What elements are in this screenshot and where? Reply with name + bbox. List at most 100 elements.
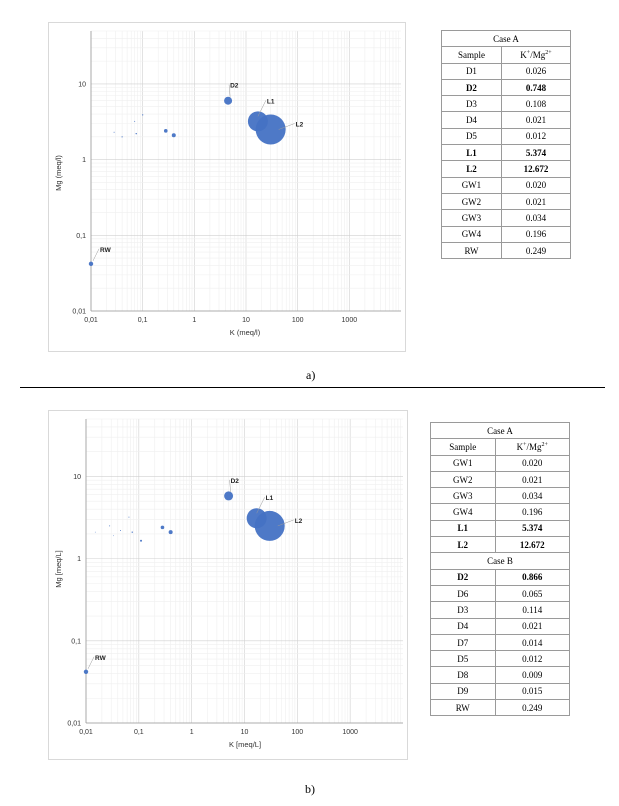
y-tick-label: 1	[77, 556, 81, 563]
caption-a: a)	[306, 368, 316, 382]
sample-cell: D3	[441, 95, 502, 113]
y-tick-label: 0,01	[67, 721, 81, 728]
table-row: D6 0.065	[430, 584, 571, 603]
bubble-point	[163, 129, 168, 133]
ratio-cell: 0.021	[500, 192, 572, 211]
bubble-point	[88, 261, 94, 267]
bubble-point	[128, 516, 130, 518]
table-case-header: Case B	[430, 552, 570, 570]
sample-cell: GW2	[441, 192, 502, 211]
bubble-point	[113, 131, 115, 133]
table-row: GW2 0.021	[441, 192, 572, 211]
bubble-point	[109, 525, 111, 527]
table-row: RW 0.249	[441, 241, 572, 260]
chart-b: 0,01 0,1 1 10 100 1000 0,01 0,1 1 10 K [meq/L] Mg […	[48, 410, 408, 760]
x-tick-label: 0,1	[138, 317, 148, 324]
ratio-cell: 0.034	[500, 209, 572, 227]
ratio-cell: 5.374	[494, 519, 571, 538]
ratio-cell: 0.021	[500, 111, 572, 129]
point-label: L1	[266, 495, 274, 502]
sample-cell: GW3	[430, 487, 496, 505]
ratio-header-part: +	[526, 49, 531, 56]
x-tick-label: 1	[192, 317, 196, 324]
sample-cell: D2	[430, 568, 496, 586]
sample-cell: GW4	[430, 503, 496, 521]
bubble-point	[112, 535, 114, 537]
ratio-cell: 0.748	[500, 78, 572, 97]
point-label: D2	[231, 478, 240, 485]
bubbles: RW D2 L1 L2	[83, 478, 303, 674]
grid	[90, 30, 401, 312]
table-row: GW1 0.020	[430, 454, 571, 472]
point-label-leader	[277, 519, 294, 527]
point-label-leader	[92, 248, 100, 261]
table-row: GW4 0.196	[430, 503, 571, 521]
ratio-cell: 0.249	[494, 699, 571, 717]
point-label-leader	[257, 100, 267, 117]
x-tick-label: 0,01	[84, 317, 98, 324]
ratio-table-a: Case A Sample K+/Mg2+ D1 0.026 D2 0.748 D3 0.108…	[441, 29, 572, 260]
table-row: GW3 0.034	[441, 209, 572, 227]
bubble-point	[168, 530, 173, 535]
sample-cell: RW	[441, 241, 502, 260]
chart-a: 0,01 0,1 1 10 100 1000 0,01 0,1 1 10 K (meq/l) Mg (…	[48, 22, 406, 352]
sample-cell: D7	[430, 633, 496, 652]
sample-cell: D4	[441, 111, 502, 129]
x-tick-label: 10	[242, 317, 250, 324]
table-row: RW 0.249	[430, 699, 571, 717]
bubble-point	[94, 531, 96, 533]
bubble-point	[255, 114, 286, 145]
chart-a-plot: 0,01 0,1 1 10 100 1000 0,01 0,1 1 10 K (meq/l) Mg (…	[54, 30, 401, 337]
ratio-cell: 0.196	[494, 503, 571, 521]
ratio-header-part: K	[520, 49, 527, 60]
table-row: GW4 0.196	[441, 225, 572, 243]
y-tick-label: 0,1	[76, 233, 86, 240]
sample-cell: D2	[441, 78, 502, 97]
x-tick-label: 100	[291, 729, 303, 736]
x-tick-label: 1	[190, 729, 194, 736]
table-row: L2 12.672	[430, 536, 571, 554]
table-row: D8 0.009	[430, 666, 571, 684]
bubble-point	[160, 525, 165, 530]
sample-cell: D9	[430, 682, 496, 701]
table-row: D5 0.012	[441, 127, 572, 146]
bubble-point	[224, 96, 233, 105]
grid	[85, 418, 403, 724]
sample-cell: D5	[441, 127, 502, 146]
ratio-cell: 0.065	[494, 584, 571, 603]
ratio-header-part: /Mg	[526, 441, 542, 452]
table-row: GW1 0.020	[441, 176, 572, 194]
point-label: D2	[230, 83, 239, 90]
x-tick-label: 1000	[342, 317, 358, 324]
divider	[20, 387, 605, 388]
ratio-header-part: 2+	[541, 441, 548, 448]
bubble-point	[131, 531, 133, 533]
sample-cell: GW4	[441, 225, 502, 243]
table-row: D9 0.015	[430, 682, 571, 701]
sample-cell: GW1	[430, 454, 496, 472]
table-row: D2 0.748	[441, 78, 572, 97]
y-tick-label: 0,1	[71, 638, 81, 645]
caption-b: b)	[305, 782, 315, 796]
sample-cell: L1	[441, 144, 502, 162]
table-col-sample: Sample	[430, 438, 496, 456]
bubble-point	[134, 120, 136, 122]
table-row: L2 12.672	[441, 160, 572, 178]
ratio-cell: 0.034	[494, 487, 571, 505]
table-case-header: Case A	[441, 29, 571, 48]
ratio-cell: 0.021	[494, 617, 571, 635]
sample-cell: D6	[430, 584, 496, 603]
table-row: GW2 0.021	[430, 470, 571, 489]
ratio-cell: 0.009	[494, 666, 571, 684]
sample-cell: D3	[430, 601, 496, 619]
table-row: D3 0.108	[441, 95, 572, 113]
x-tick-label: 0,1	[134, 729, 144, 736]
table-row: D5 0.012	[430, 650, 571, 668]
bubble-point	[142, 114, 144, 116]
table-row: D7 0.014	[430, 633, 571, 652]
sample-cell: RW	[430, 699, 496, 717]
sample-cell: D4	[430, 617, 496, 635]
bubble-point	[171, 133, 176, 138]
sample-cell: GW3	[441, 209, 502, 227]
table-case-header: Case A	[430, 421, 570, 440]
